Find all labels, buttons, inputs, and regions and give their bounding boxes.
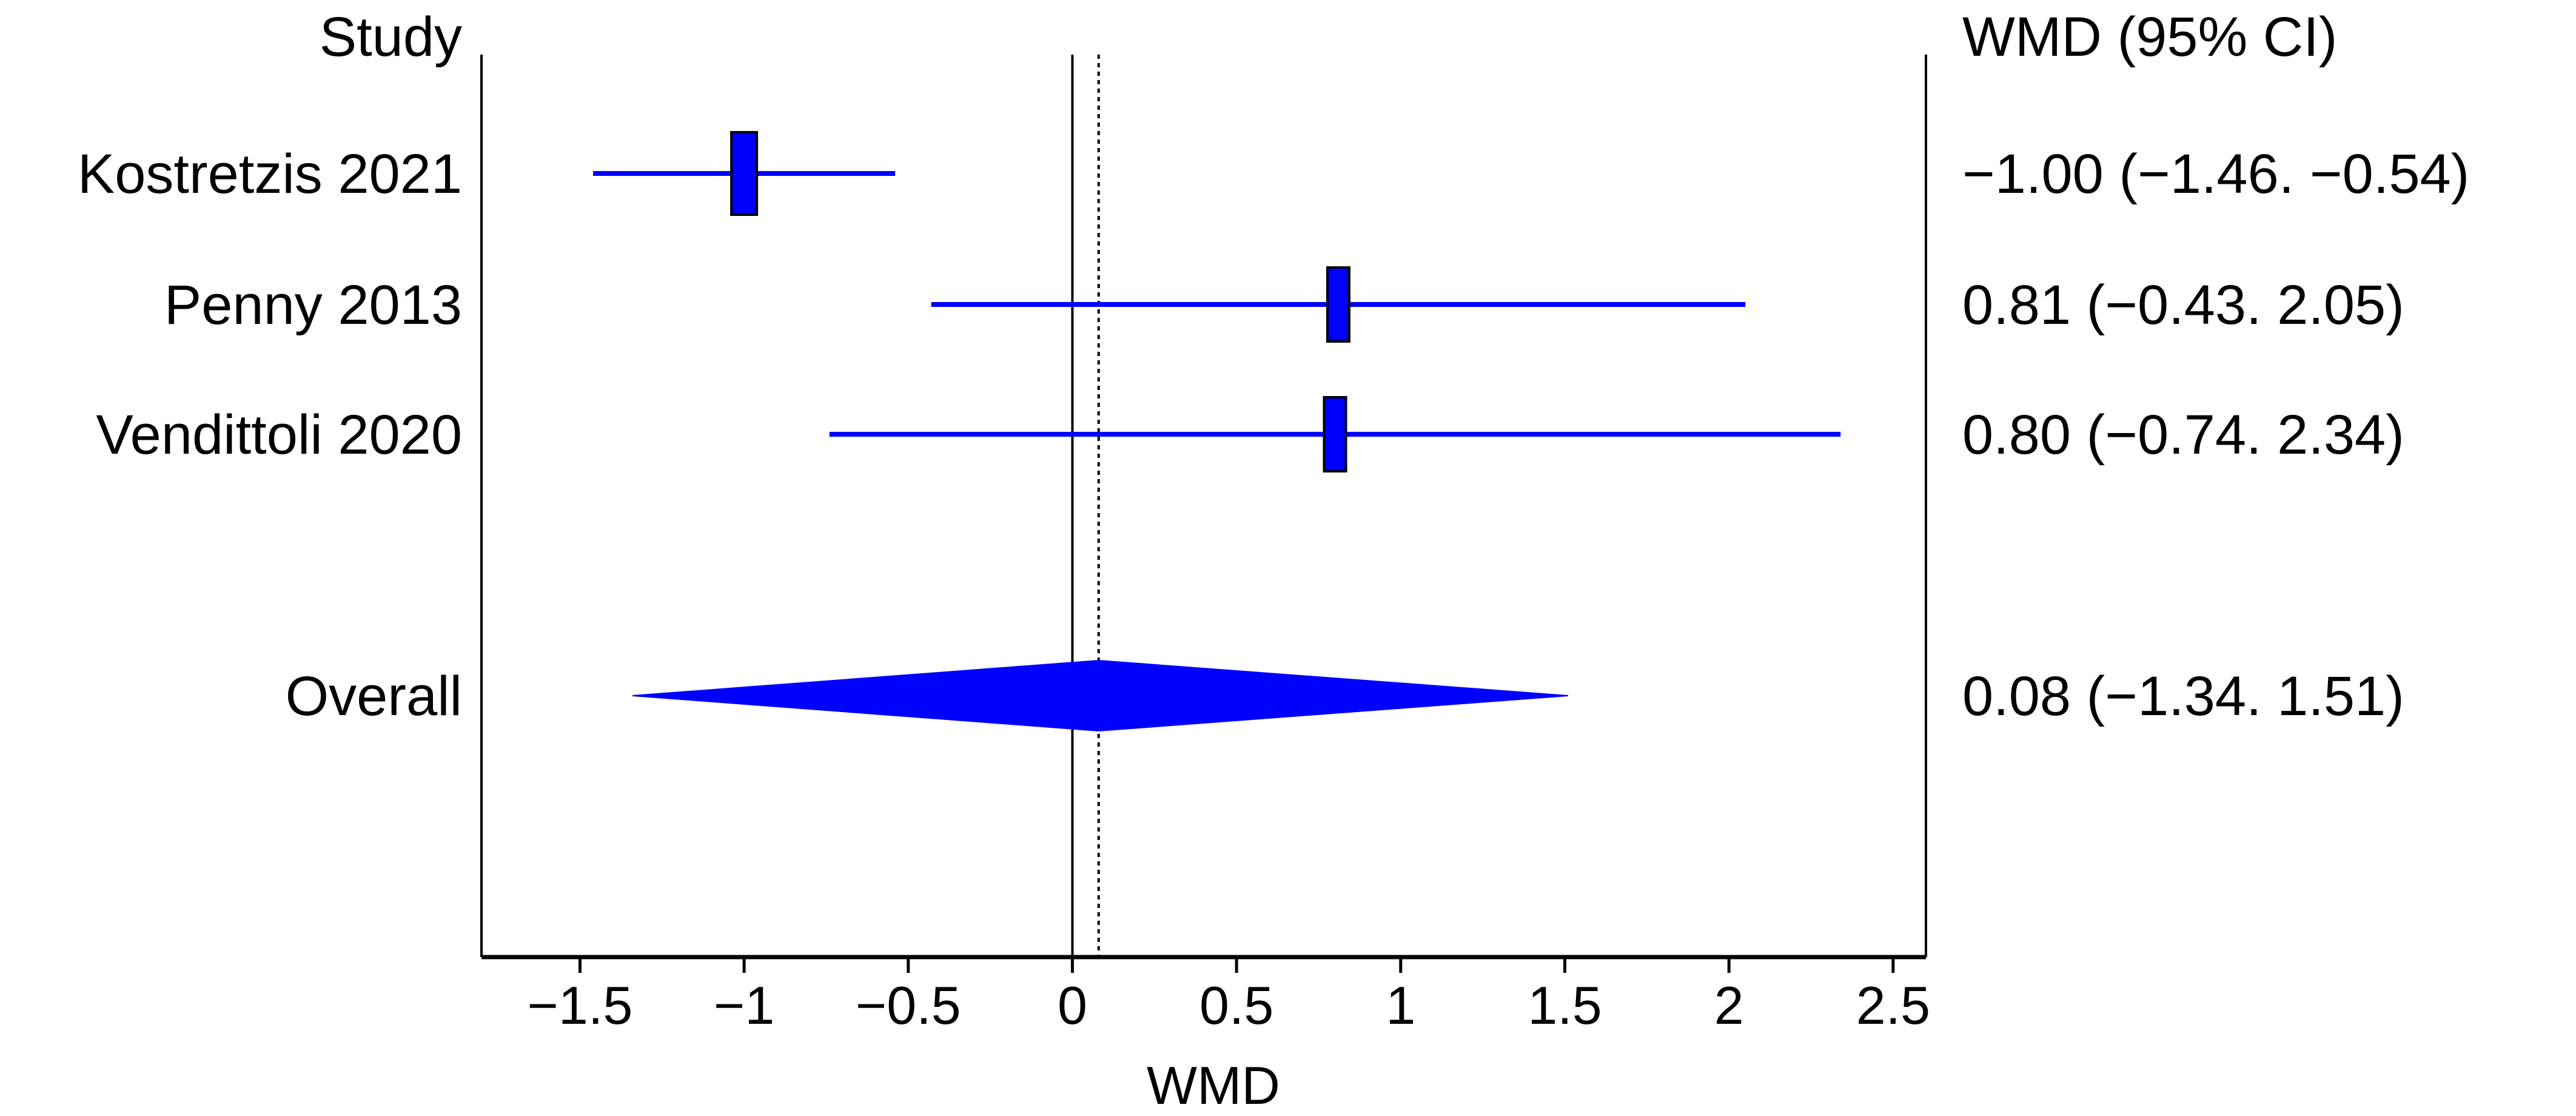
estimate-label: 0.80 (−0.74. 2.34) xyxy=(1962,404,2404,466)
x-tick-label: 0 xyxy=(1058,975,1087,1035)
study-name: Kostretzis 2021 xyxy=(78,143,462,205)
x-tick-label: 0.5 xyxy=(1199,975,1273,1035)
x-tick-label: −1.5 xyxy=(528,975,633,1035)
effect-box xyxy=(1323,396,1347,472)
effect-box xyxy=(730,131,759,216)
overall-row: Overall 0.08 (−1.34. 1.51) xyxy=(286,659,2404,732)
study-row: Vendittoli 2020 0.80 (−0.74. 2.34) xyxy=(96,396,2404,472)
study-rows: Kostretzis 2021 −1.00 (−1.46. −0.54) Penny… xyxy=(78,131,2469,472)
x-tick-label: 2.5 xyxy=(1856,975,1930,1035)
x-axis-ticks: −1.5 −1 −0.5 0 0.5 1 1.5 2 2.5 xyxy=(528,957,1930,1035)
x-tick-label: 1 xyxy=(1386,975,1415,1035)
overall-name: Overall xyxy=(286,665,462,727)
estimate-column-header: WMD (95% CI) xyxy=(1962,6,2337,68)
x-tick-label: 2 xyxy=(1714,975,1744,1035)
x-tick-label: 1.5 xyxy=(1528,975,1602,1035)
study-column-header: Study xyxy=(320,6,462,68)
estimate-label: 0.81 (−0.43. 2.05) xyxy=(1962,274,2404,336)
study-name: Vendittoli 2020 xyxy=(96,404,462,466)
x-tick-label: −1 xyxy=(714,975,774,1035)
overall-diamond xyxy=(632,659,1568,732)
study-row: Kostretzis 2021 −1.00 (−1.46. −0.54) xyxy=(78,131,2469,216)
overall-estimate-label: 0.08 (−1.34. 1.51) xyxy=(1962,665,2404,727)
effect-box xyxy=(1326,266,1350,343)
x-axis-label: WMD xyxy=(1147,1055,1280,1115)
study-row: Penny 2013 0.81 (−0.43. 2.05) xyxy=(164,266,2404,343)
x-tick-label: −0.5 xyxy=(856,975,961,1035)
estimate-label: −1.00 (−1.46. −0.54) xyxy=(1962,143,2469,205)
study-name: Penny 2013 xyxy=(164,274,462,336)
